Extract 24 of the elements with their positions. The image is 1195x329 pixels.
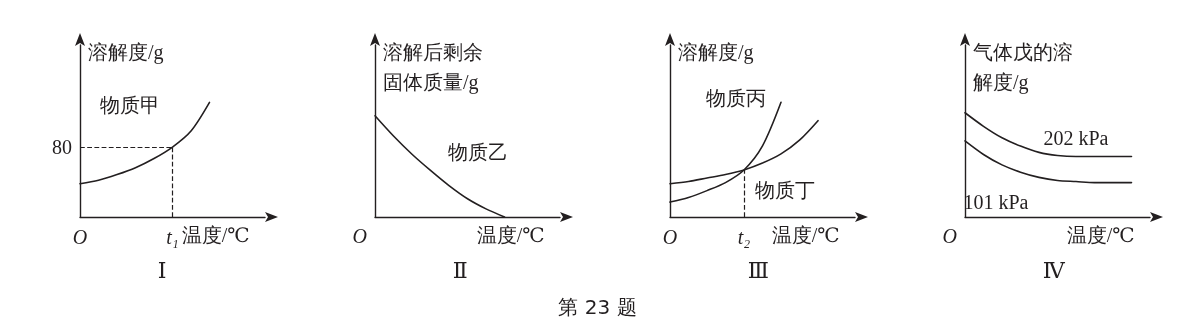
x-axis-title: 温度/℃ [771, 224, 840, 246]
text: Ⅰ [157, 257, 167, 283]
x-tick-label: t₁ [166, 226, 179, 248]
x-axis-title: 温度/℃ [1066, 224, 1135, 246]
x-tick-label: O [72, 226, 88, 248]
y-axis-title: 溶解度/g [88, 41, 164, 64]
text: Ⅱ [452, 257, 468, 283]
x-axis-title: 温度/℃ [181, 224, 250, 246]
series-label: 物质乙 [447, 141, 508, 164]
text: Ⅲ [747, 257, 769, 283]
x-axis-title: 温度/℃ [476, 224, 545, 246]
text: 第 23 题 [558, 295, 637, 319]
y-axis-title: 溶解后剩余固体质量/g [383, 41, 483, 94]
x-tick-label: O [662, 226, 678, 248]
x-tick-label: t₂ [737, 226, 751, 248]
series-label: 101 kPa [963, 190, 1029, 213]
series-label: 物质甲 [99, 94, 160, 117]
text: Ⅳ [1042, 257, 1066, 283]
series-label: 物质丙 [706, 87, 766, 110]
y-axis-title: 溶解度/g [678, 41, 754, 64]
y-axis-title: 气体戊的溶解度/g [973, 41, 1073, 94]
series-label: 202 kPa [1043, 126, 1109, 149]
text: 80 [52, 136, 72, 159]
series-label: 物质丁 [754, 179, 815, 202]
